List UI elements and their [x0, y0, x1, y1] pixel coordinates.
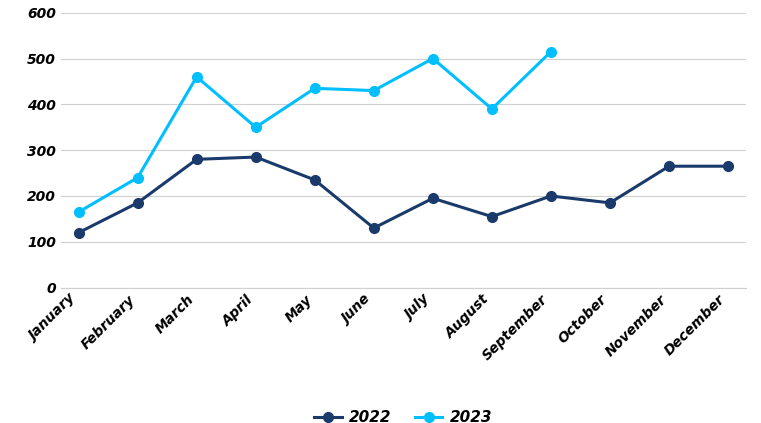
Legend: 2022, 2023: 2022, 2023 — [308, 404, 498, 423]
2022 — [192, 157, 201, 162]
2022 — [606, 201, 615, 206]
2023 — [369, 88, 378, 93]
Line: 2023: 2023 — [74, 47, 556, 217]
2022 — [428, 196, 438, 201]
2022 — [664, 164, 673, 169]
2022 — [310, 177, 320, 182]
2022 — [369, 225, 378, 231]
2023 — [487, 106, 496, 111]
2022 — [133, 201, 142, 206]
2023 — [546, 49, 556, 54]
2023 — [74, 209, 83, 214]
2022 — [74, 230, 83, 235]
2022 — [251, 154, 260, 159]
2022 — [487, 214, 496, 219]
2022 — [724, 164, 733, 169]
2023 — [310, 86, 320, 91]
Line: 2022: 2022 — [74, 152, 733, 237]
2023 — [251, 125, 260, 130]
2022 — [546, 193, 556, 198]
2023 — [428, 56, 438, 61]
2023 — [133, 175, 142, 180]
2023 — [192, 74, 201, 80]
